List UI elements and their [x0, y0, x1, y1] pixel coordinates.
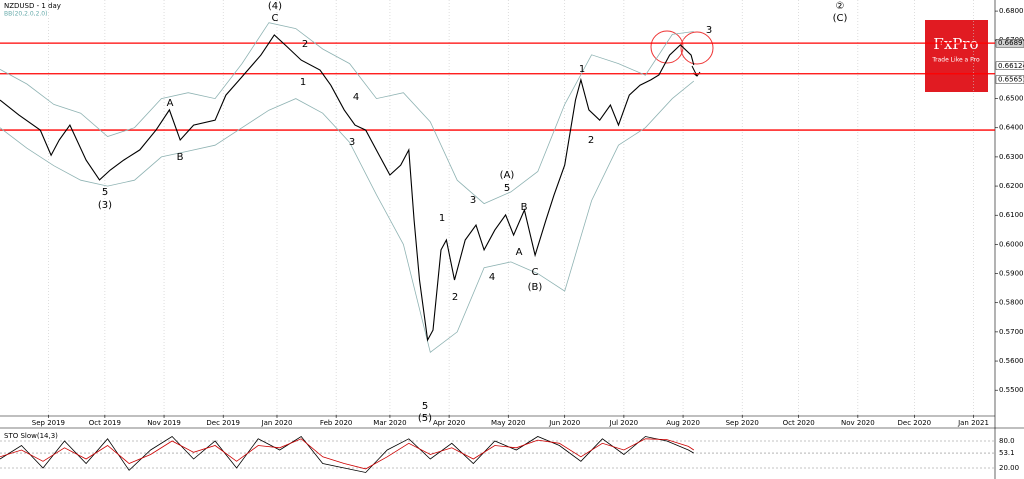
- x-tick-label: Dec 2020: [898, 419, 932, 427]
- wave-label: 5: [422, 401, 428, 412]
- wave-label: 5: [504, 183, 510, 194]
- x-tick-label: Nov 2020: [841, 419, 875, 427]
- bollinger-band: [0, 80, 695, 353]
- wave-label: 2: [302, 39, 308, 50]
- wave-label: (A): [500, 170, 515, 181]
- x-tick-label: Dec 2019: [206, 419, 240, 427]
- wave-label: 1: [300, 77, 306, 88]
- x-tick-label: Apr 2020: [433, 419, 465, 427]
- x-tick-label: Mar 2020: [373, 419, 406, 427]
- wave-label: (C): [833, 13, 848, 24]
- wave-label: 2: [588, 135, 594, 146]
- highlight-circle: [680, 31, 714, 65]
- x-tick-label: Feb 2020: [320, 419, 352, 427]
- x-tick-label: Oct 2019: [89, 419, 121, 427]
- wave-label: A: [516, 247, 523, 258]
- x-tick-label: Jun 2020: [548, 419, 580, 427]
- wave-label: 2: [452, 292, 458, 303]
- wave-label: B: [521, 202, 528, 213]
- wave-label: 4: [353, 92, 359, 103]
- x-tick-label: Jan 2021: [957, 419, 989, 427]
- oscillator-tick-label: 80.0: [999, 437, 1015, 445]
- price-label: 0.66124: [998, 62, 1024, 70]
- price-label-box: [995, 75, 1024, 84]
- oscillator-tick-label: 53.1: [999, 449, 1015, 457]
- wave-label: C: [532, 267, 539, 278]
- x-tick-label: Nov 2019: [147, 419, 181, 427]
- wave-label: 5: [102, 187, 108, 198]
- price-label-box: [995, 39, 1024, 48]
- wave-label: A: [167, 98, 174, 109]
- wave-label: 1: [439, 213, 445, 224]
- oscillator-line: [0, 438, 695, 470]
- price-label: 0.66897: [998, 39, 1024, 47]
- wave-label: 3: [349, 137, 355, 148]
- wave-label: ②: [836, 1, 845, 12]
- x-tick-label: Jul 2020: [609, 419, 639, 427]
- price-label: 0.65651: [998, 76, 1024, 84]
- wave-label: 4: [489, 272, 495, 283]
- logo-tagline: Trade Like a Pro: [931, 57, 980, 64]
- wave-label: 3: [470, 195, 476, 206]
- x-tick-label: Aug 2020: [666, 419, 700, 427]
- price-line: [0, 34, 695, 342]
- x-tick-label: May 2020: [491, 419, 526, 427]
- price-label-box: [995, 61, 1024, 70]
- indicator-label: BB(20,2.0,2.0): [4, 11, 47, 18]
- x-tick-label: Sep 2020: [726, 419, 759, 427]
- x-tick-label: Jan 2020: [261, 419, 293, 427]
- wave-label: (B): [528, 282, 543, 293]
- oscillator-title: STO Slow(14,3): [4, 432, 58, 440]
- chart-title: NZDUSD - 1 day: [4, 2, 61, 10]
- wave-label: C: [272, 13, 279, 24]
- wave-label: (5): [418, 413, 432, 424]
- x-tick-label: Sep 2019: [32, 419, 65, 427]
- wave-label: (3): [98, 200, 112, 211]
- logo-brand: FxPro: [933, 35, 978, 53]
- x-tick-label: Oct 2020: [783, 419, 815, 427]
- wave-label: B: [177, 152, 184, 163]
- oscillator-tick-label: 20.00: [999, 464, 1019, 472]
- bollinger-band: [0, 22, 694, 205]
- wave-label: 1: [579, 64, 585, 75]
- wave-label: (4): [268, 1, 282, 12]
- logo-box: [925, 20, 988, 92]
- fxpro-logo: FxPro Trade Like a Pro: [925, 20, 988, 92]
- wave-label: 3: [706, 25, 712, 36]
